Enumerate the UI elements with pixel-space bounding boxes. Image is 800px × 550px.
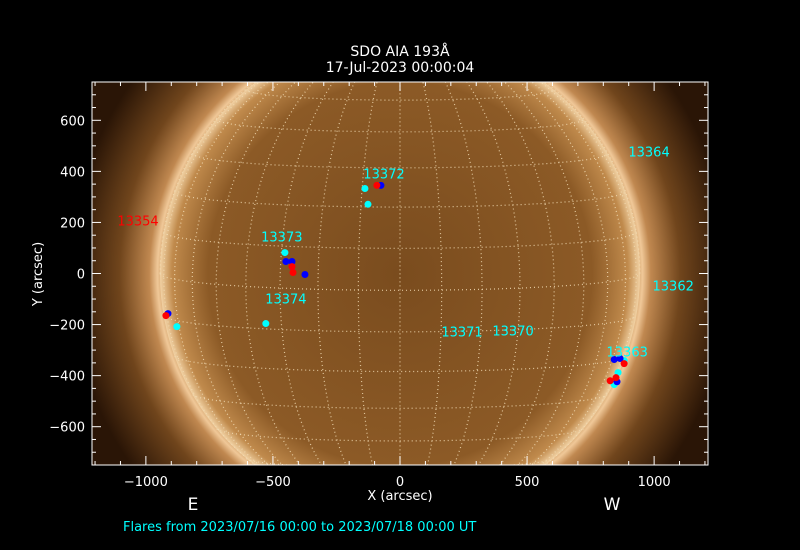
flare-marker [288, 263, 296, 271]
region-label: 13354 [117, 214, 158, 229]
y-axis-label: Y (arcsec) [31, 242, 46, 307]
axis-ticks [92, 82, 708, 465]
y-tick-label: −600 [49, 421, 85, 436]
longitude-line [544, 82, 641, 274]
flare-marker [262, 320, 270, 328]
region-label: 13374 [265, 293, 306, 308]
flare-marker [373, 181, 381, 189]
x-tick-label: 500 [515, 475, 540, 490]
flare-marker [301, 271, 309, 279]
x-tick-label: 0 [396, 475, 404, 490]
flare-marker [162, 312, 170, 320]
flare-marker [173, 323, 181, 331]
flares-date-range: Flares from 2023/07/16 00:00 to 2023/07/… [123, 520, 476, 535]
heliographic-grid [159, 37, 641, 514]
flare-marker [289, 268, 297, 276]
longitude-line [357, 82, 378, 465]
flare-marker [606, 377, 614, 385]
title-date: 17-Jul-2023 00:00:04 [326, 60, 475, 76]
longitude-line [159, 82, 256, 274]
title-instrument: SDO AIA 193Å [350, 43, 450, 60]
west-label: W [604, 495, 621, 515]
region-label: 13364 [628, 145, 669, 160]
x-tick-label: −500 [255, 475, 291, 490]
y-tick-label: 200 [60, 216, 85, 231]
flare-marker [288, 257, 296, 265]
plot-area: 13372 13354 13364 13373 13374 13362 13371 13370… [92, 37, 708, 514]
latitude-line [358, 37, 441, 40]
y-tick-label: −200 [49, 319, 85, 334]
latitude-line [192, 394, 608, 409]
region-label: 13373 [261, 230, 302, 245]
flare-marker [281, 249, 289, 257]
longitude-line [422, 82, 443, 465]
region-label: 13362 [653, 280, 694, 295]
flare-marker [616, 355, 624, 363]
longitude-line [163, 82, 261, 465]
flare-marker [361, 184, 369, 192]
latitude-line [215, 118, 585, 133]
y-tick-label: −400 [49, 370, 85, 385]
east-label: E [188, 495, 199, 515]
y-tick-label: 600 [60, 114, 85, 129]
latitude-line [362, 512, 438, 514]
axis-tick-labels: −1000 −500 0 500 1000 −600 −400 −200 0 200 400 600 [49, 114, 670, 490]
flare-marker [610, 356, 618, 364]
latitude-line [216, 428, 584, 442]
region-label: 13371 [441, 325, 482, 340]
region-labels: 13372 13354 13364 13373 13374 13362 13371 13370… [117, 145, 694, 360]
flare-marker [364, 200, 372, 208]
flare-markers [162, 181, 628, 389]
region-label: 13372 [363, 167, 404, 182]
x-tick-label: 1000 [638, 475, 671, 490]
flare-marker [620, 360, 628, 368]
flare-marker [282, 257, 290, 265]
y-tick-label: 0 [77, 268, 85, 283]
region-label: 13363 [607, 346, 648, 361]
x-tick-label: −1000 [124, 475, 168, 490]
longitude-line [539, 82, 637, 465]
x-axis-label: X (arcsec) [367, 489, 432, 504]
region-label: 13370 [492, 325, 533, 340]
flare-marker [612, 374, 620, 382]
y-tick-label: 400 [60, 165, 85, 180]
